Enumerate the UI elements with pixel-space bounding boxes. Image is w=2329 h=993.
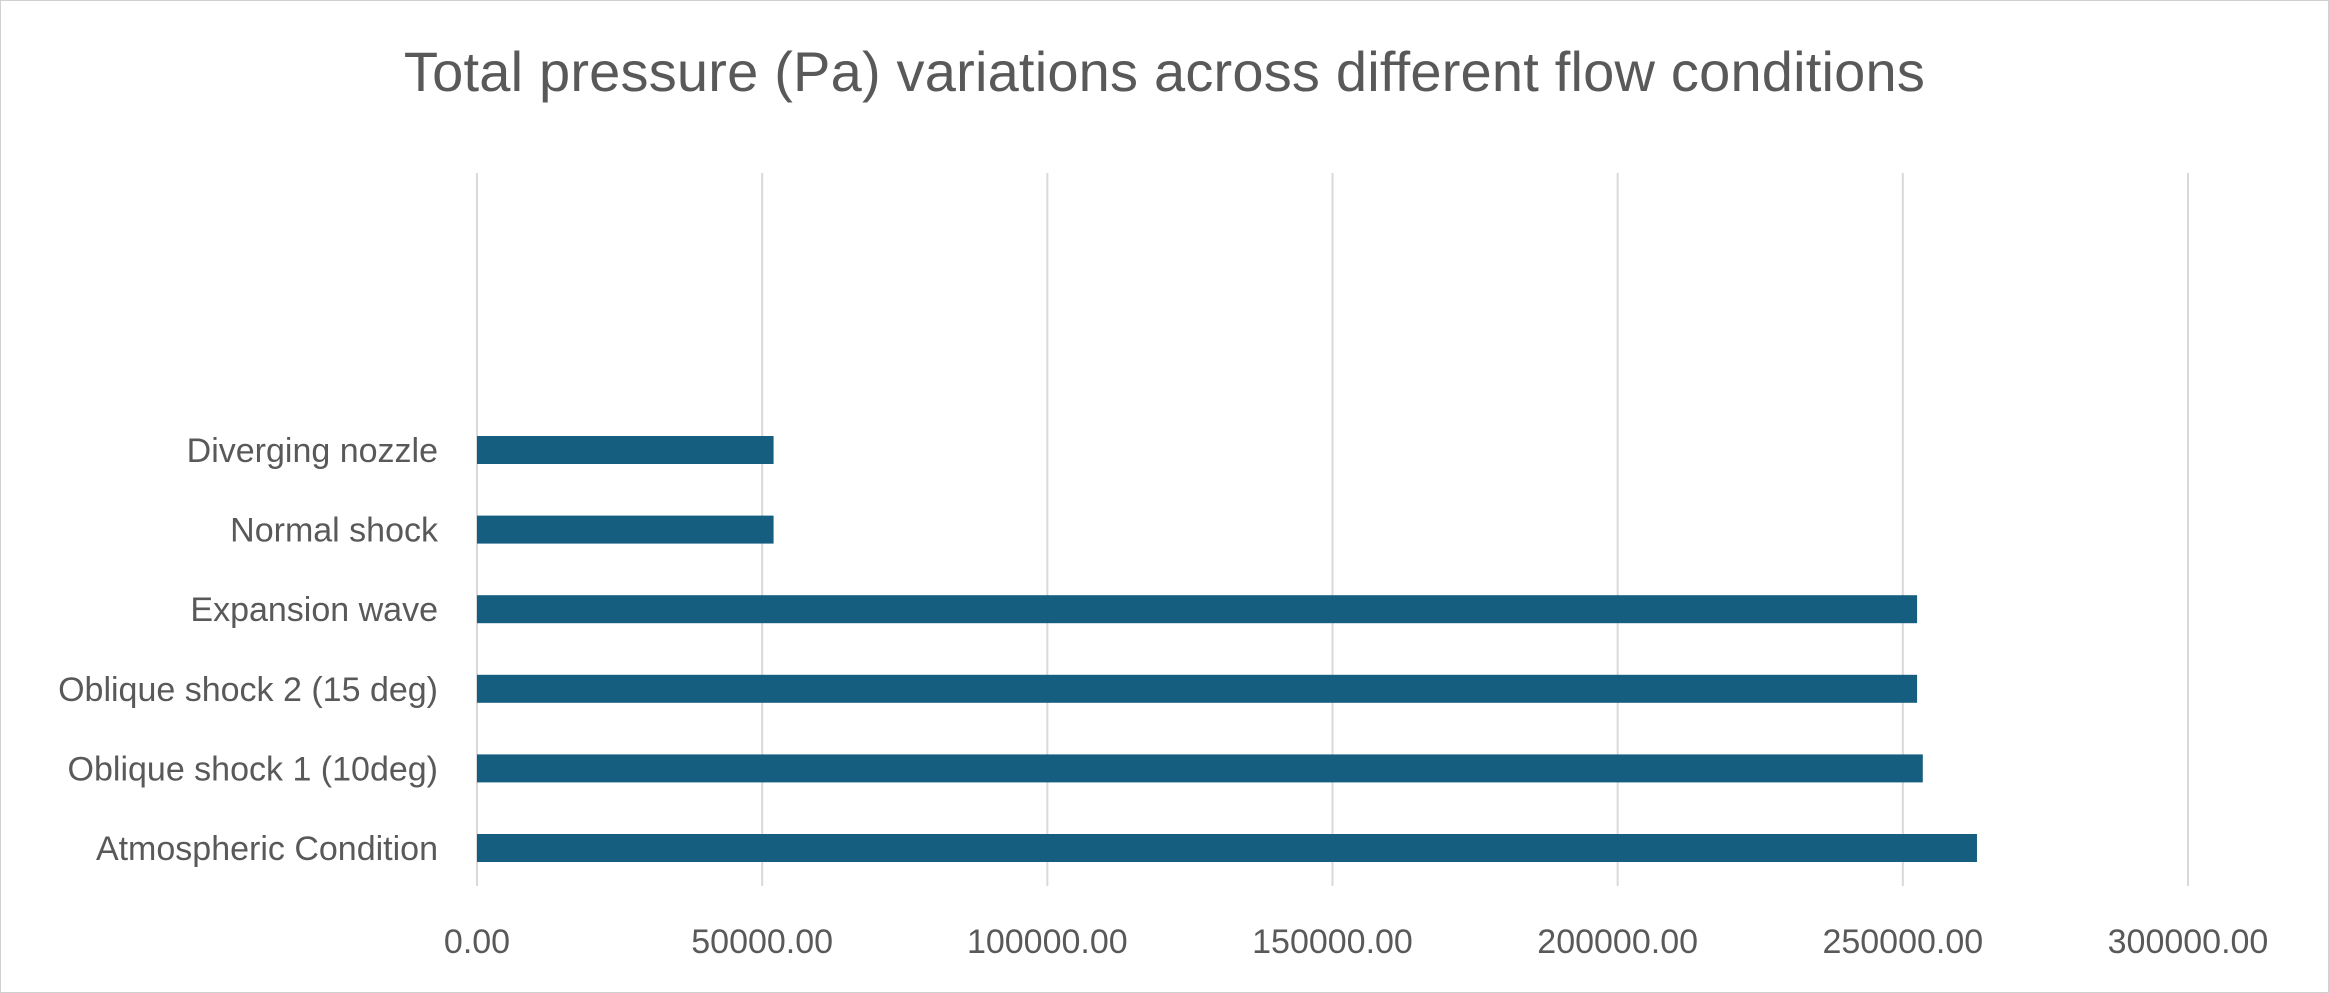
y-category-label: Atmospheric Condition <box>96 830 438 868</box>
bars <box>477 436 1977 862</box>
y-axis-categories: Atmospheric Condition Oblique shock 1 (10… <box>58 432 439 868</box>
y-category-label: Expansion wave <box>190 591 438 629</box>
chart-title: Total pressure (Pa) variations across di… <box>403 40 1926 103</box>
bar <box>477 834 1977 862</box>
x-tick-label: 250000.00 <box>1822 923 1983 961</box>
bar <box>477 754 1923 783</box>
bar <box>477 436 774 464</box>
y-category-label: Oblique shock 2 (15 deg) <box>58 671 438 709</box>
y-category-label: Oblique shock 1 (10deg) <box>68 750 438 788</box>
x-axis-ticks: 0.00 50000.00 100000.00 150000.00 200000.00 2… <box>444 923 2268 961</box>
bar <box>477 515 774 544</box>
x-tick-label: 300000.00 <box>2108 923 2269 961</box>
y-category-label: Normal shock <box>230 512 439 550</box>
x-tick-label: 50000.00 <box>691 923 833 961</box>
x-tick-label: 100000.00 <box>967 923 1128 961</box>
x-tick-label: 0.00 <box>444 923 510 961</box>
bar <box>477 674 1918 703</box>
x-tick-label: 200000.00 <box>1537 923 1698 961</box>
x-tick-label: 150000.00 <box>1252 923 1413 961</box>
y-category-label: Diverging nozzle <box>187 432 438 470</box>
bar <box>477 595 1918 624</box>
